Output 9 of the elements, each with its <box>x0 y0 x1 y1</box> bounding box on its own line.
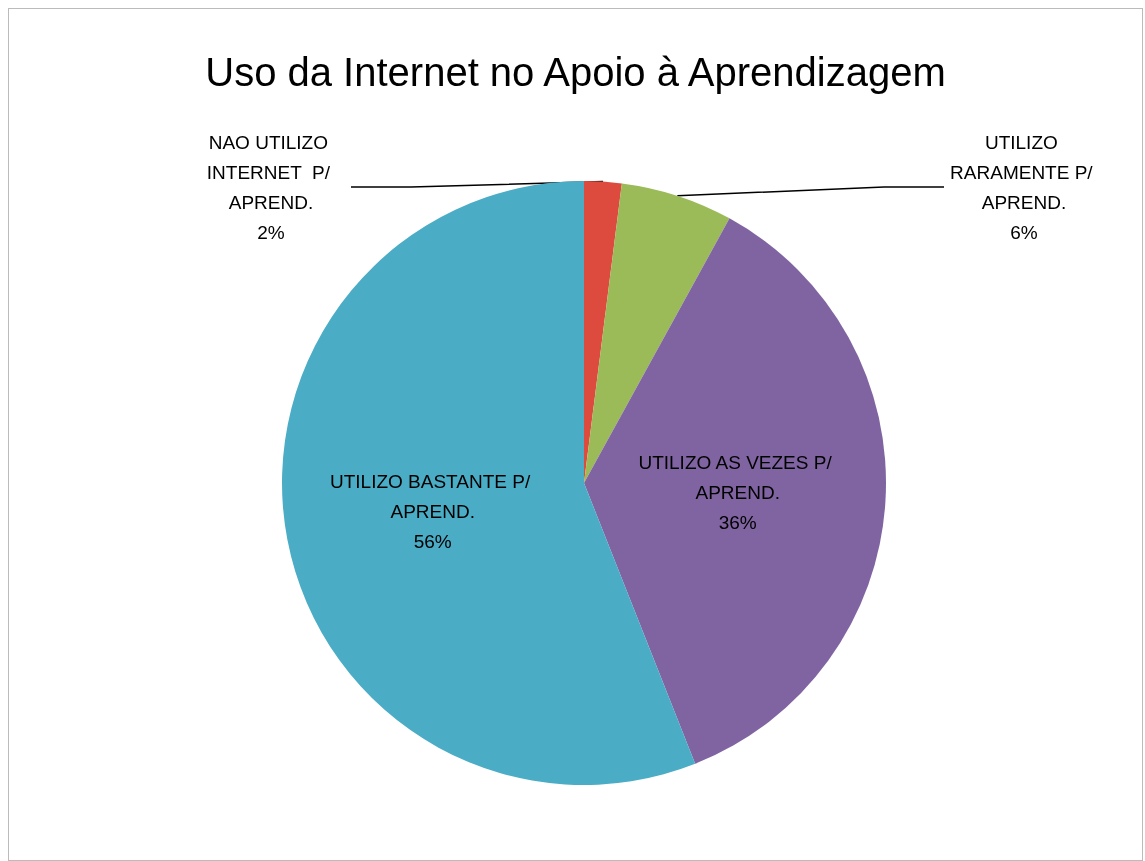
slice-label: NAO UTILIZO INTERNET P/ APREND. <box>206 131 336 213</box>
data-label: 6% <box>1010 221 1038 243</box>
data-label: 2% <box>257 221 285 243</box>
data-label: 56% <box>413 531 452 553</box>
slice-label: UTILIZO AS VEZES P/ APREND. <box>638 452 837 504</box>
chart-title: Uso da Internet no Apoio à Aprendizagem <box>205 50 946 94</box>
slice-label: UTILIZO BASTANTE P/ APREND. <box>329 471 536 523</box>
slice-label: UTILIZO RARAMENTE P/ APREND. <box>950 131 1098 213</box>
data-label: 36% <box>718 512 757 534</box>
